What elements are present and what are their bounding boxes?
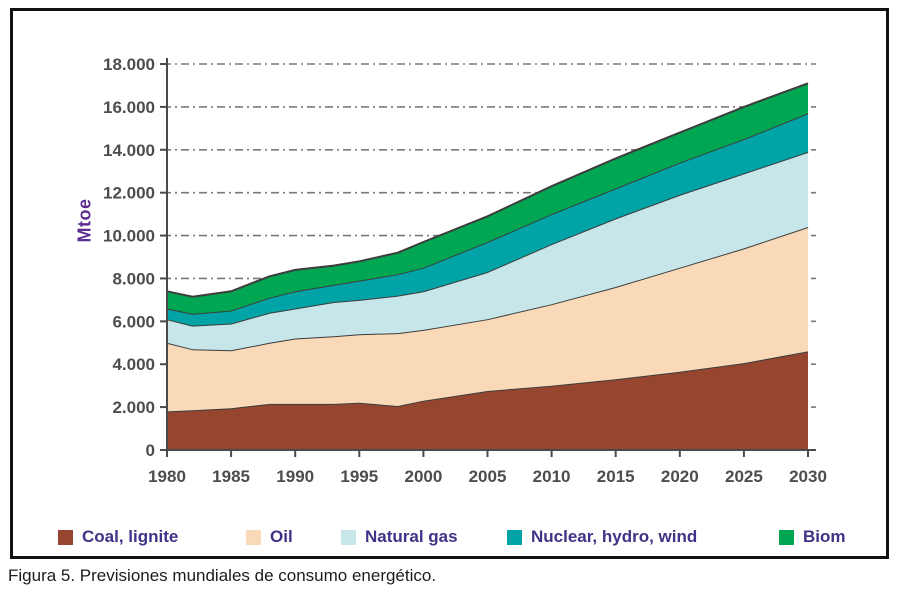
y-tick-label: 14.000 (103, 141, 155, 160)
x-tick-label: 1980 (148, 467, 186, 486)
legend-label: Natural gas (365, 527, 458, 546)
x-tick-label: 2000 (404, 467, 442, 486)
y-tick-label: 12.000 (103, 184, 155, 203)
legend-label: Biom (803, 527, 846, 546)
y-tick-label: 16.000 (103, 98, 155, 117)
legend-label: Coal, lignite (82, 527, 179, 546)
x-tick-label: 2015 (597, 467, 635, 486)
y-tick-label: 2.000 (112, 398, 155, 417)
legend-item-nuclear-hydro-wind: Nuclear, hydro, wind (507, 525, 697, 549)
y-tick-label: 6.000 (112, 312, 155, 331)
x-tick-label: 2010 (533, 467, 571, 486)
x-tick-label: 2030 (789, 467, 827, 486)
nuclear-hydro-wind-swatch-icon (507, 529, 522, 545)
x-tick-label: 2020 (661, 467, 699, 486)
area-boundary (166, 82, 809, 298)
x-tick-label: 1995 (340, 467, 378, 486)
coal-swatch-icon (58, 529, 73, 545)
x-tick-label: 2005 (469, 467, 507, 486)
y-tick-label: 0 (146, 441, 155, 460)
figure-caption: Figura 5. Previsiones mundiales de consu… (8, 566, 437, 585)
legend-item-coal: Coal, lignite (58, 525, 178, 549)
natural-gas-swatch-icon (341, 529, 356, 545)
legend-item-biomass: Biom (779, 525, 846, 549)
legend-label: Oil (270, 527, 293, 546)
biomass-swatch-icon (779, 529, 794, 545)
chart-legend: Coal, lignite Oil Natural gas Nuclear, h… (13, 525, 886, 556)
legend-item-natural-gas: Natural gas (341, 525, 458, 549)
x-tick-label: 2025 (725, 467, 763, 486)
x-tick-label: 1985 (212, 467, 250, 486)
area-natural-gas (167, 151, 808, 351)
oil-swatch-icon (246, 529, 261, 545)
y-axis-title: Mtoe (74, 198, 95, 243)
y-tick-label: 18.000 (103, 55, 155, 74)
legend-label: Nuclear, hydro, wind (531, 527, 698, 546)
y-tick-label: 8.000 (112, 269, 155, 288)
y-tick-label: 10.000 (103, 227, 155, 246)
y-tick-label: 4.000 (112, 355, 155, 374)
legend-item-oil: Oil (246, 525, 293, 549)
x-tick-label: 1990 (276, 467, 314, 486)
